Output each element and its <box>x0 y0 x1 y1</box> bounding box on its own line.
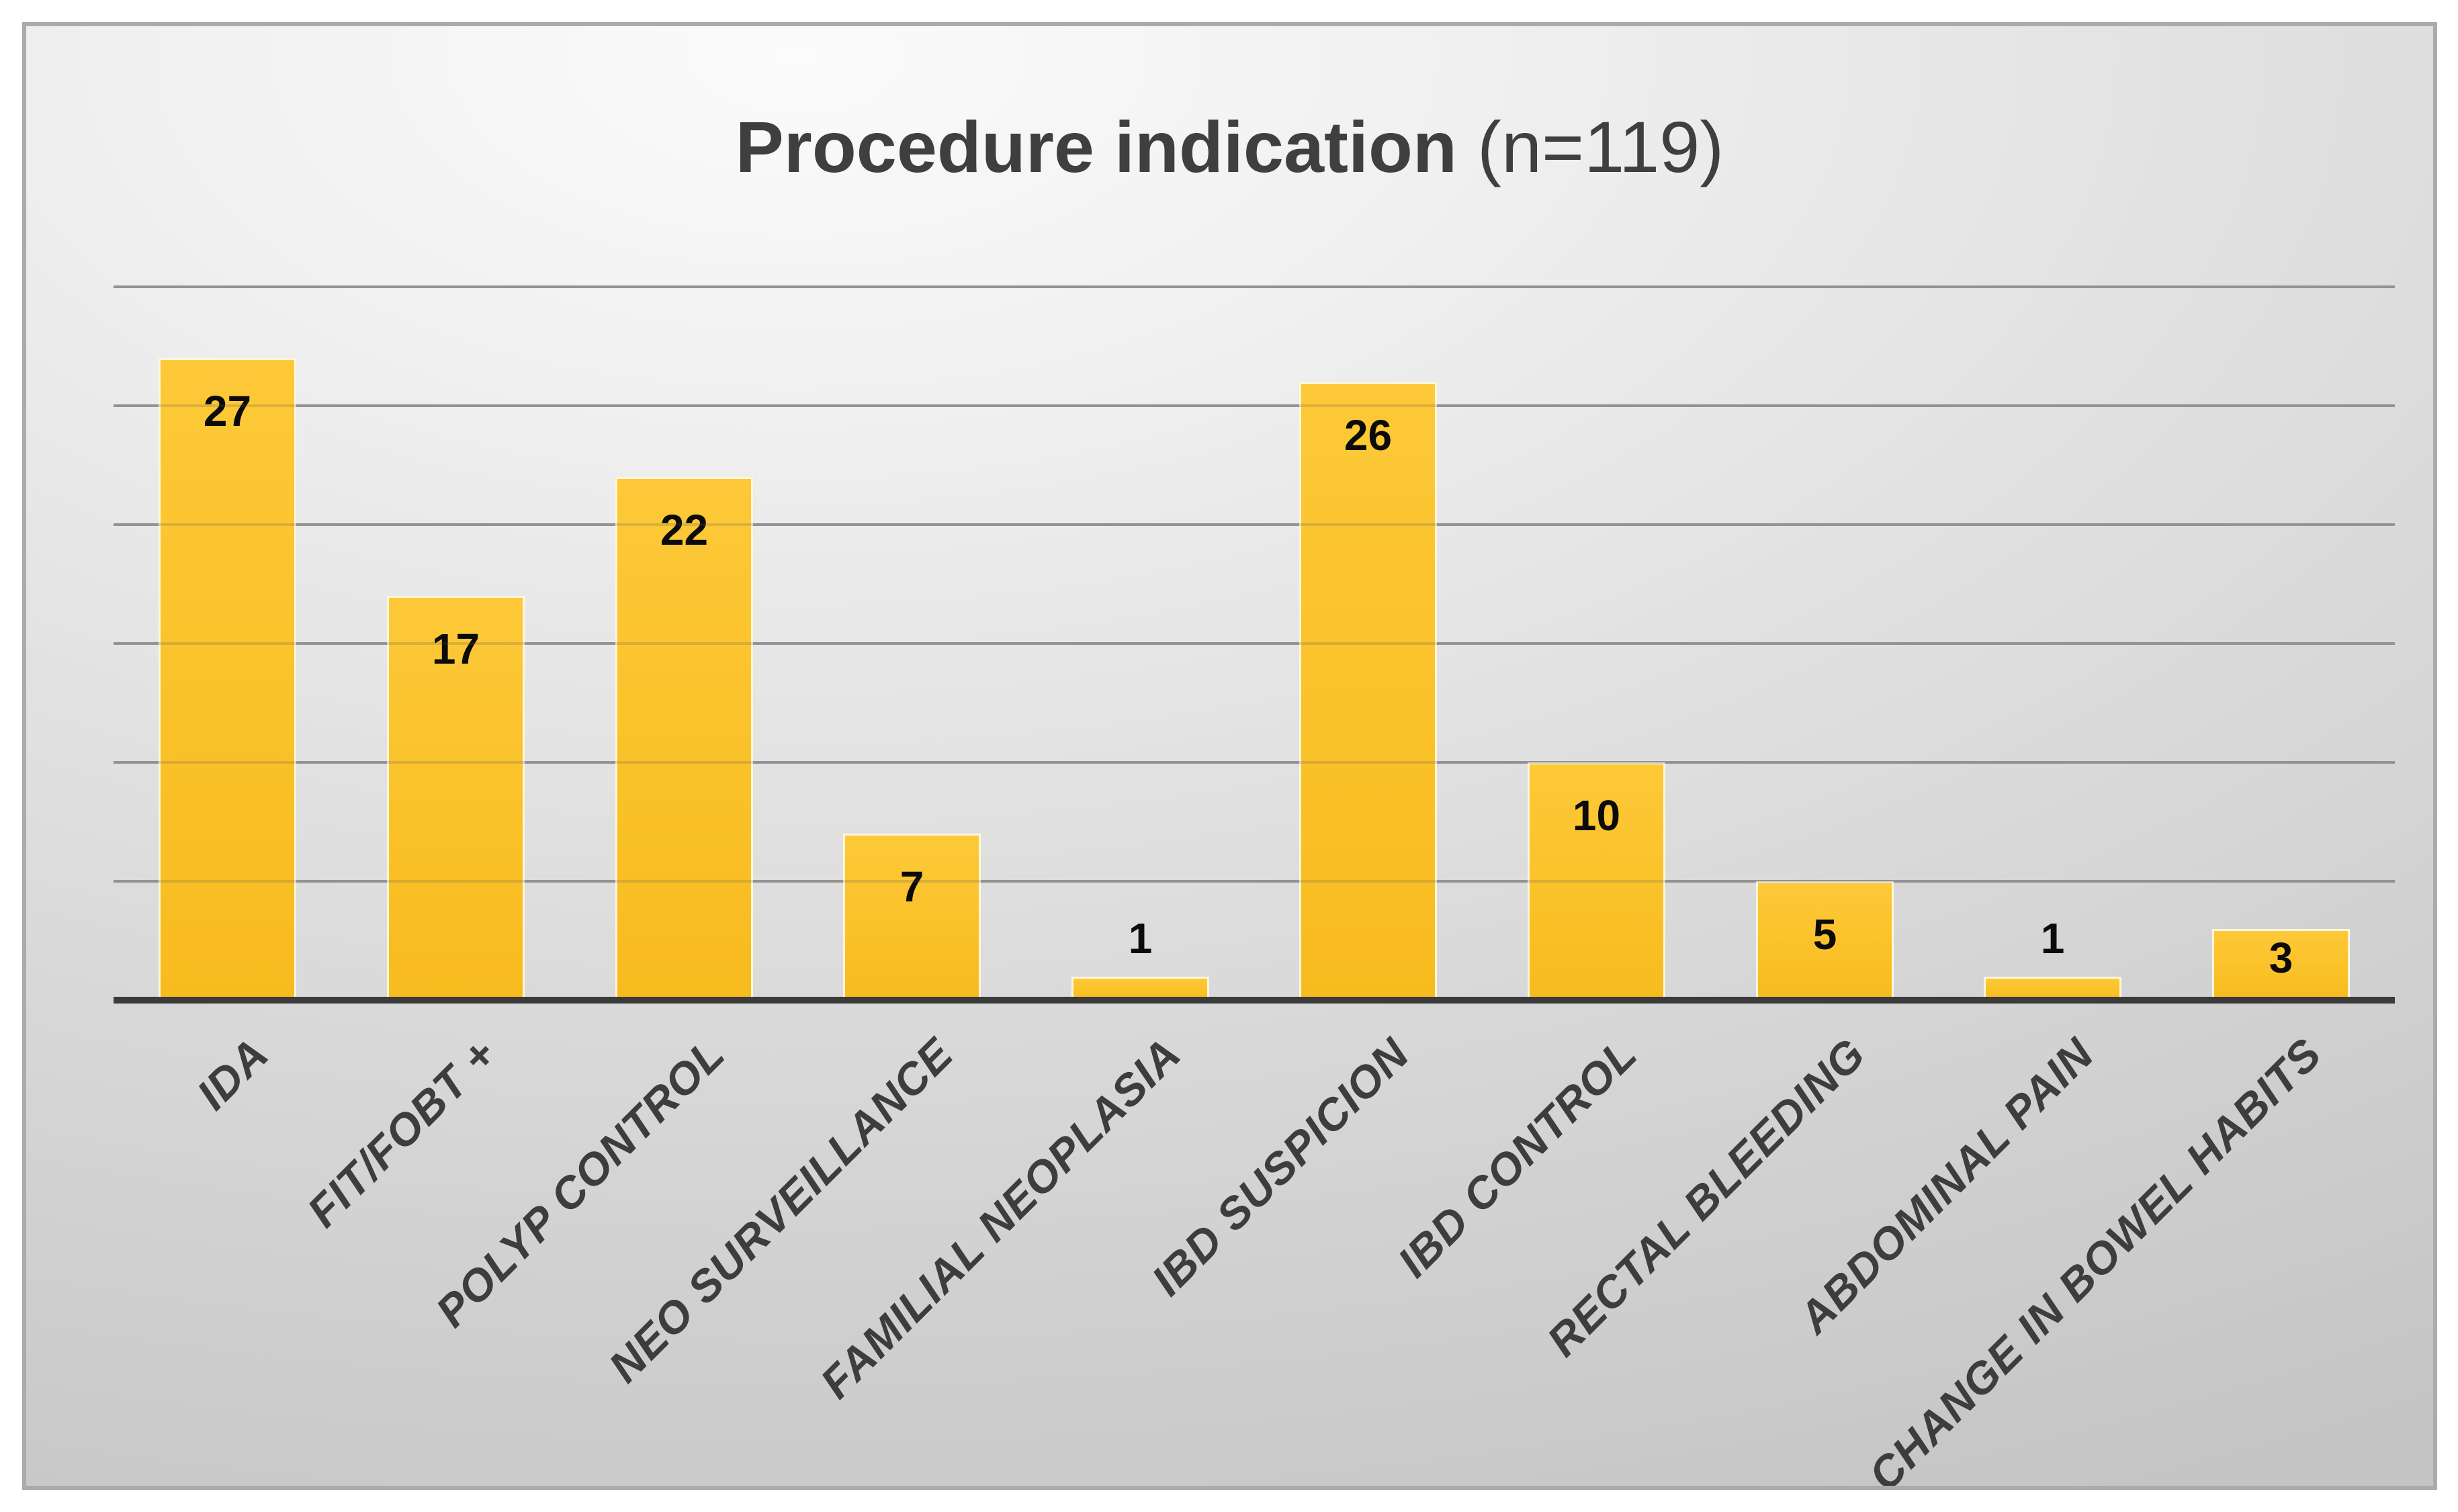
gridline <box>114 285 2395 288</box>
gridline <box>114 523 2395 526</box>
chart-title-sample-size: (n=119) <box>1456 106 1724 187</box>
bar-value-label: 1 <box>2040 914 2065 963</box>
bar-value-label: 27 <box>203 387 252 435</box>
category-label: FIT/FOBT + <box>297 1028 506 1237</box>
bar: 3 <box>2212 929 2350 1000</box>
gridline <box>114 404 2395 407</box>
gridline <box>114 404 2395 407</box>
bar-value-label: 5 <box>1812 910 1837 959</box>
bar: 5 <box>1756 881 1894 1000</box>
bar: 26 <box>1299 382 1437 1000</box>
gridline <box>114 285 2395 288</box>
chart-title: Procedure indication (n=119) <box>26 105 2433 189</box>
bar: 1 <box>1071 917 1209 1000</box>
bar-value-label: 10 <box>1572 791 1621 840</box>
bar-value-label: 17 <box>431 625 480 673</box>
bar-value-label: 26 <box>1344 411 1393 459</box>
plot-area: 27 17 22 7 1 26 10 5 1 3 IDA FIT/FOBT + POLYP CONTR… <box>114 285 2395 1486</box>
chart-title-text: Procedure indication <box>735 106 1457 187</box>
gridline <box>114 523 2395 526</box>
bar-value-label: 22 <box>660 506 709 554</box>
chart-panel: Procedure indication (n=119) 27 17 22 7 1 26 1… <box>22 22 2437 1490</box>
bar-value-label: 1 <box>1128 914 1153 963</box>
bar: 27 <box>159 358 296 1000</box>
x-axis-line <box>114 997 2395 1004</box>
bar: 22 <box>615 477 753 1000</box>
bar-value-label: 7 <box>899 862 924 911</box>
category-label: IDA <box>187 1028 278 1119</box>
bar: 10 <box>1528 762 1665 1000</box>
bar-value-label: 3 <box>2269 934 2293 982</box>
bar: 17 <box>387 596 525 1000</box>
bar: 1 <box>1984 917 2121 1000</box>
bar: 7 <box>843 834 981 1000</box>
